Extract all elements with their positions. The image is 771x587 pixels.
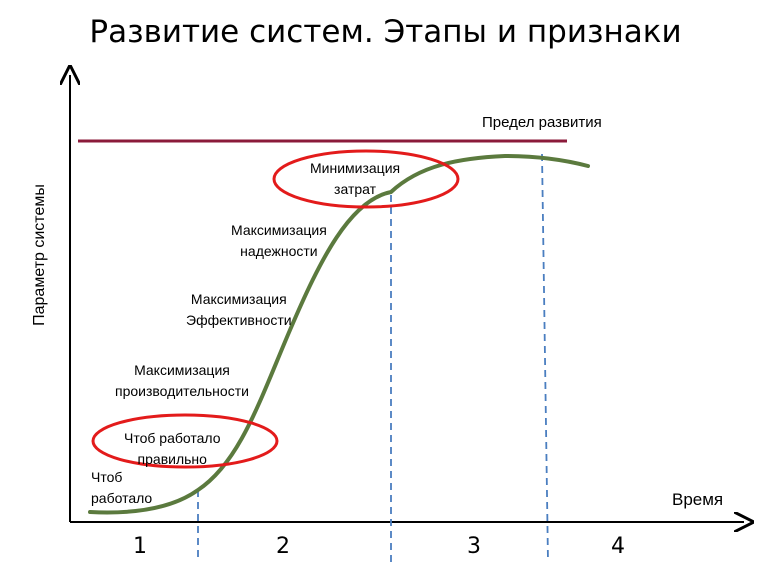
stage-label-4: 4 (611, 534, 625, 559)
label-max-reliability: Максимизация надежности (231, 222, 327, 259)
label-min-costs: Минимизация затрат (310, 160, 401, 197)
highlight-ellipse-works-correctly (91, 413, 279, 469)
development-s-curve (88, 153, 590, 515)
label-max-efficiency: Максимизация Эффективности (186, 291, 292, 328)
x-axis-label: Время (672, 490, 724, 509)
stage-label-2: 2 (276, 534, 290, 559)
development-limit-label: Предел развития (482, 114, 602, 131)
stage-divider-3 (541, 153, 549, 563)
highlight-ellipse-min-costs (272, 149, 460, 209)
label-max-productivity: Максимизация производительности (115, 362, 249, 399)
label-works: Чтоб работало (91, 469, 153, 506)
stage-label-1: 1 (133, 534, 147, 559)
stage-label-3: 3 (467, 534, 481, 559)
y-axis-label: Параметр системы (31, 184, 48, 326)
label-works-correctly: Чтоб работало правильно (124, 430, 221, 467)
page-title: Развитие систем. Этапы и признаки (89, 14, 682, 50)
